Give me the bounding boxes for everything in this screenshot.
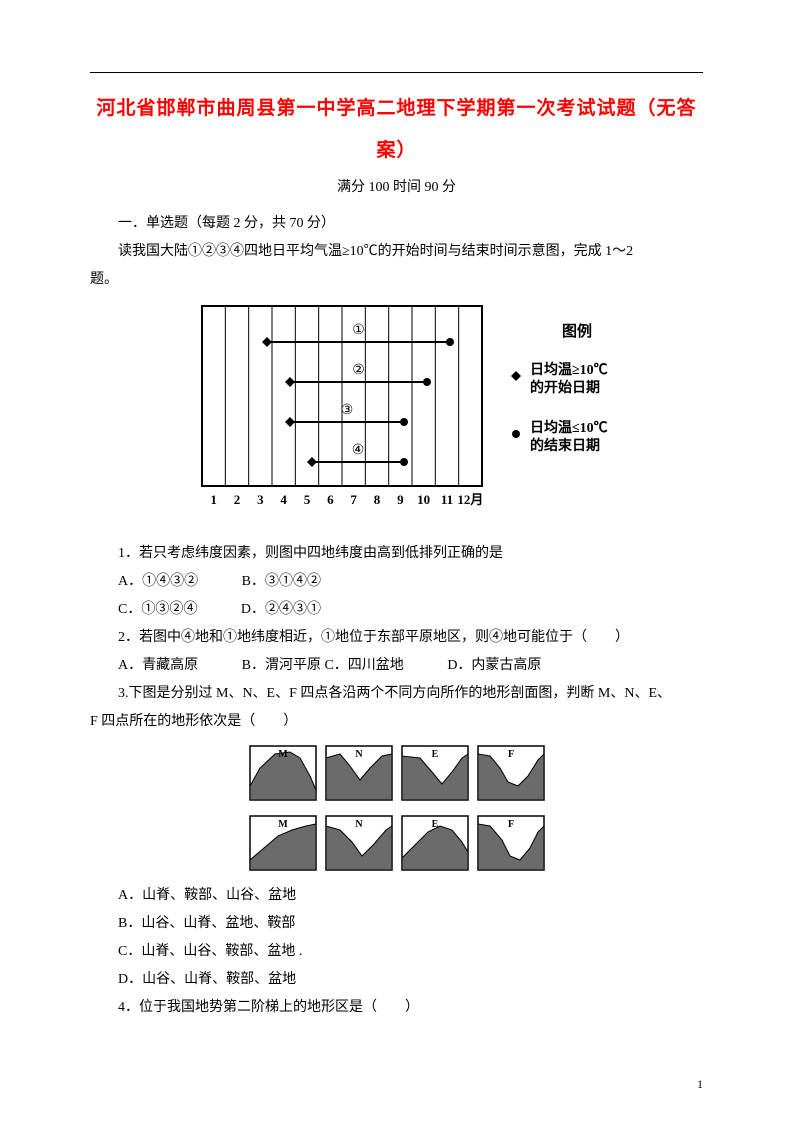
q2-options: A．青藏高原 B．渭河平原 C．四川盆地 D．内蒙古高原 bbox=[90, 652, 703, 680]
figure-2-svg: M N E F M N E F bbox=[248, 744, 546, 872]
q1-options-row1: A．①④③② B．③①④② bbox=[90, 568, 703, 596]
svg-text:E: E bbox=[431, 819, 438, 830]
exam-title: 河北省邯郸市曲周县第一中学高二地理下学期第一次考试试题（无答 案） bbox=[90, 88, 703, 172]
svg-text:10: 10 bbox=[417, 492, 430, 507]
q3-opt-d: D．山谷、山脊、鞍部、盆地 bbox=[90, 966, 703, 994]
svg-text:5: 5 bbox=[303, 492, 310, 507]
q1-opt-d: D．②④③① bbox=[241, 602, 321, 617]
svg-text:日均温≤10℃: 日均温≤10℃ bbox=[530, 419, 608, 436]
q3-opt-c: C．山脊、山谷、鞍部、盆地 . bbox=[90, 938, 703, 966]
svg-text:6: 6 bbox=[327, 492, 334, 507]
svg-text:3: 3 bbox=[257, 492, 264, 507]
intro-text-1b: 题。 bbox=[90, 266, 703, 294]
top-rule bbox=[90, 72, 703, 73]
q2-opt-d: D．内蒙古高原 bbox=[447, 658, 541, 673]
svg-text:N: N bbox=[355, 819, 363, 830]
exam-subtitle: 满分 100 时间 90 分 bbox=[90, 176, 703, 196]
q1-opt-c: C．①③②④ bbox=[118, 602, 197, 617]
svg-text:M: M bbox=[278, 819, 288, 830]
svg-text:N: N bbox=[355, 749, 363, 760]
q2-opt-b: B．渭河平原 bbox=[242, 658, 321, 673]
question-2: 2．若图中④地和①地纬度相近，①地位于东部平原地区，则④地可能位于（ ） bbox=[90, 624, 703, 652]
question-1: 1．若只考虑纬度因素，则图中四地纬度由高到低排列正确的是 bbox=[90, 540, 703, 568]
intro-text-1: 读我国大陆①②③④四地日平均气温≥10℃的开始时间与结束时间示意图，完成 1～2 bbox=[90, 238, 703, 266]
svg-text:11: 11 bbox=[440, 492, 452, 507]
page-number: 1 bbox=[697, 1077, 703, 1092]
svg-text:图例: 图例 bbox=[562, 322, 592, 340]
svg-text:日均温≥10℃: 日均温≥10℃ bbox=[530, 361, 608, 378]
figure-1-svg: 1 2 3 4 5 6 7 8 9 10 11 12月 ① ② ③ ④ 图例日均温≥10℃的开始日期日均温≤10… bbox=[182, 300, 612, 530]
svg-text:的结束日期: 的结束日期 bbox=[530, 437, 600, 454]
svg-text:的开始日期: 的开始日期 bbox=[530, 379, 600, 396]
svg-text:①: ① bbox=[352, 323, 365, 338]
q1-opt-b: B．③①④② bbox=[242, 574, 321, 589]
svg-text:9: 9 bbox=[397, 492, 404, 507]
section-heading: 一．单选题（每题 2 分，共 70 分） bbox=[90, 210, 703, 238]
svg-text:M: M bbox=[278, 749, 288, 760]
q2-opt-a: A．青藏高原 bbox=[118, 658, 198, 673]
figure-1: 1 2 3 4 5 6 7 8 9 10 11 12月 ① ② ③ ④ 图例日均温≥10℃的开始日期日均温≤10… bbox=[90, 300, 703, 530]
svg-text:F: F bbox=[507, 819, 513, 830]
svg-text:2: 2 bbox=[233, 492, 240, 507]
svg-text:③: ③ bbox=[340, 403, 353, 418]
svg-text:4: 4 bbox=[280, 492, 287, 507]
svg-text:E: E bbox=[431, 749, 438, 760]
svg-text:④: ④ bbox=[351, 443, 364, 458]
question-4: 4．位于我国地势第二阶梯上的地形区是（ ） bbox=[90, 994, 703, 1022]
svg-text:1: 1 bbox=[210, 492, 217, 507]
question-3b: F 四点所在的地形依次是（ ） bbox=[90, 708, 703, 736]
svg-text:12月: 12月 bbox=[457, 492, 483, 507]
q3-opt-b: B．山谷、山脊、盆地、鞍部 bbox=[90, 910, 703, 938]
q3-opt-a: A．山脊、鞍部、山谷、盆地 bbox=[90, 882, 703, 910]
svg-text:8: 8 bbox=[373, 492, 380, 507]
q1-opt-a: A．①④③② bbox=[118, 574, 198, 589]
figure-2: M N E F M N E F bbox=[90, 744, 703, 872]
title-line1: 河北省邯郸市曲周县第一中学高二地理下学期第一次考试试题（无答 bbox=[96, 98, 696, 119]
title-line2: 案） bbox=[376, 140, 416, 161]
svg-text:②: ② bbox=[352, 363, 365, 378]
svg-text:F: F bbox=[507, 749, 513, 760]
question-3a: 3.下图是分别过 M、N、E、F 四点各沿两个不同方向所作的地形剖面图，判断 M… bbox=[90, 680, 703, 708]
svg-text:7: 7 bbox=[350, 492, 357, 507]
q1-options-row2: C．①③②④ D．②④③① bbox=[90, 596, 703, 624]
q2-opt-c: C．四川盆地 bbox=[324, 658, 403, 673]
